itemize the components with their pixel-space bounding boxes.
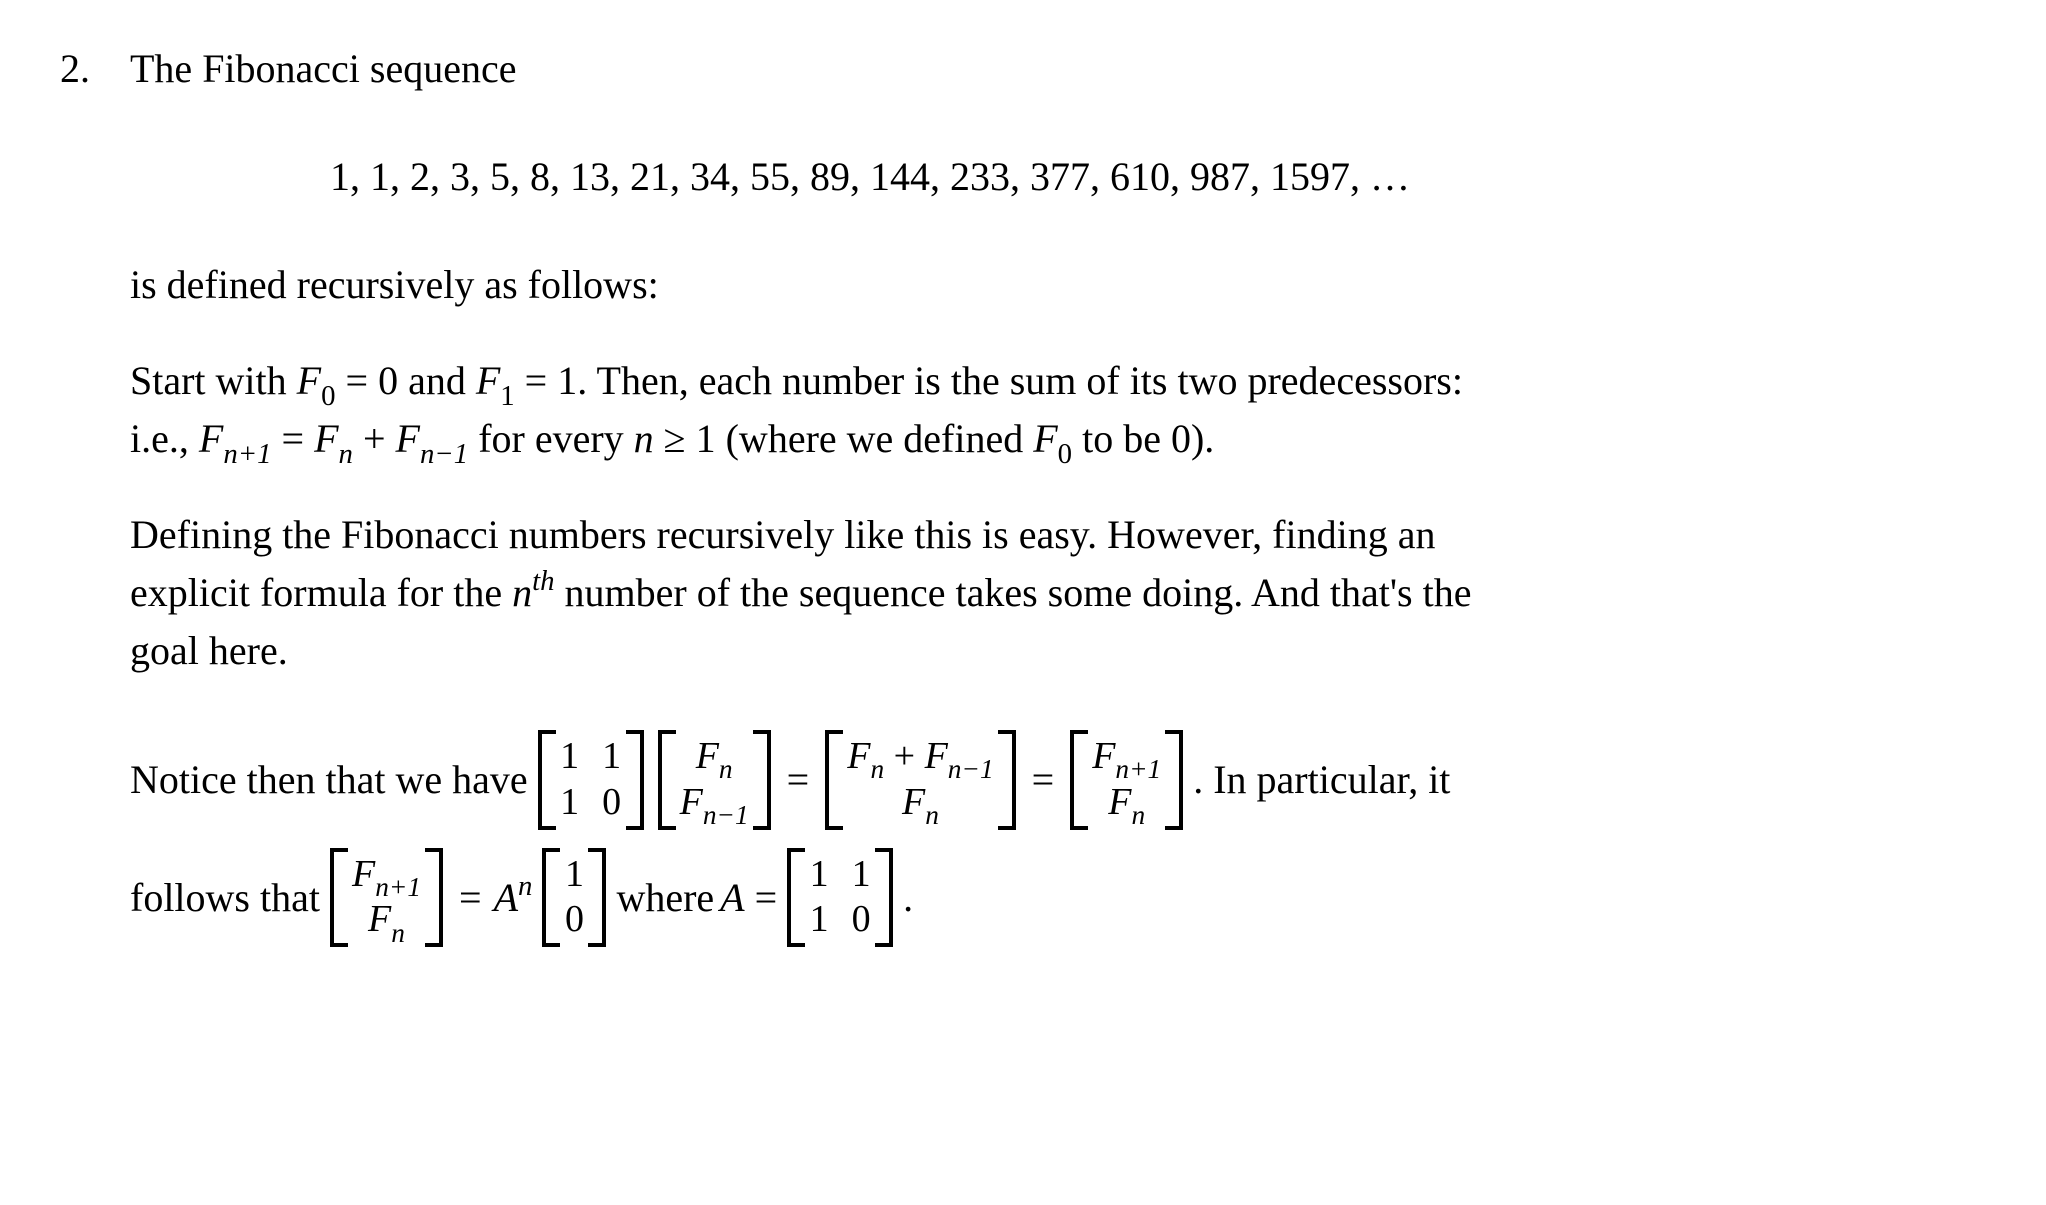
text: for every (468, 416, 633, 461)
para-defined: is defined recursively as follows: (130, 256, 1986, 314)
text: explicit formula for the (130, 570, 512, 615)
equals-sign: = (453, 874, 488, 921)
text: number of the sequence takes some doing.… (555, 570, 1472, 615)
vector-Fnp1-Fn: Fn+1 Fn (1070, 730, 1183, 830)
item-body: The Fibonacci sequence 1, 1, 2, 3, 5, 8,… (130, 40, 1986, 947)
A-equals: A = (720, 874, 777, 921)
vector-Fn-Fnm1: Fn Fn−1 (658, 730, 771, 830)
text: i.e., (130, 416, 199, 461)
text: + (353, 416, 396, 461)
text: to be 0). (1072, 416, 1214, 461)
para-explicit-2: explicit formula for the nth number of t… (130, 564, 1986, 622)
vector-Fnp1-Fn-2: Fn+1 Fn (330, 848, 443, 948)
text: Notice then that we have (130, 756, 528, 803)
item-number: 2. (60, 45, 130, 92)
math-F: F (1033, 416, 1057, 461)
title-line: The Fibonacci sequence (130, 40, 1986, 98)
text: = 1. Then, each number is the sum of its… (515, 358, 1463, 403)
A-power-n: An (494, 874, 533, 921)
math-n: n (512, 570, 532, 615)
math-F: F (314, 416, 338, 461)
text: . (903, 874, 913, 921)
para-explicit-1: Defining the Fibonacci numbers recursive… (130, 506, 1986, 564)
math-sub: 1 (500, 380, 514, 412)
text: follows that (130, 874, 320, 921)
page: 2. The Fibonacci sequence 1, 1, 2, 3, 5,… (0, 0, 2046, 1007)
vector-1-0: 1 0 (542, 848, 606, 948)
math-F: F (396, 416, 420, 461)
math-F: F (476, 358, 500, 403)
text: = 0 and (336, 358, 476, 403)
math-sub: n+1 (223, 438, 271, 470)
math-n: n (634, 416, 654, 461)
matrix-A: 11 10 (538, 730, 644, 830)
math-sup: th (532, 565, 554, 597)
equals-sign: = (1026, 756, 1061, 803)
math-sub: n (339, 438, 353, 470)
math-sup: n (518, 870, 532, 902)
math-A: A (494, 875, 518, 920)
math-F: F (297, 358, 321, 403)
text: = (272, 416, 315, 461)
text: Start with (130, 358, 297, 403)
fibonacci-sequence: 1, 1, 2, 3, 5, 8, 13, 21, 34, 55, 89, 14… (130, 148, 1986, 206)
matrix-A-2: 11 10 (787, 848, 893, 948)
math-sub: 0 (321, 380, 335, 412)
equation-line-1: Notice then that we have 11 10 Fn Fn−1 (130, 730, 1986, 830)
para-explicit-3: goal here. (130, 622, 1986, 680)
text: . In particular, it (1193, 756, 1450, 803)
equals-sign: = (781, 756, 816, 803)
para-start: Start with F0 = 0 and F1 = 1. Then, each… (130, 352, 1986, 410)
text: where (616, 874, 714, 921)
vector-sum: Fn + Fn−1 Fn (825, 730, 1015, 830)
para-recursion: i.e., Fn+1 = Fn + Fn−1 for every n ≥ 1 (… (130, 410, 1986, 468)
math-sub: 0 (1058, 438, 1072, 470)
list-item: 2. The Fibonacci sequence 1, 1, 2, 3, 5,… (60, 40, 1986, 947)
math-sub: n−1 (420, 438, 468, 470)
text: ≥ 1 (where we defined (654, 416, 1034, 461)
math-F: F (199, 416, 223, 461)
equation-line-2: follows that Fn+1 Fn = An 1 0 (130, 848, 1986, 948)
